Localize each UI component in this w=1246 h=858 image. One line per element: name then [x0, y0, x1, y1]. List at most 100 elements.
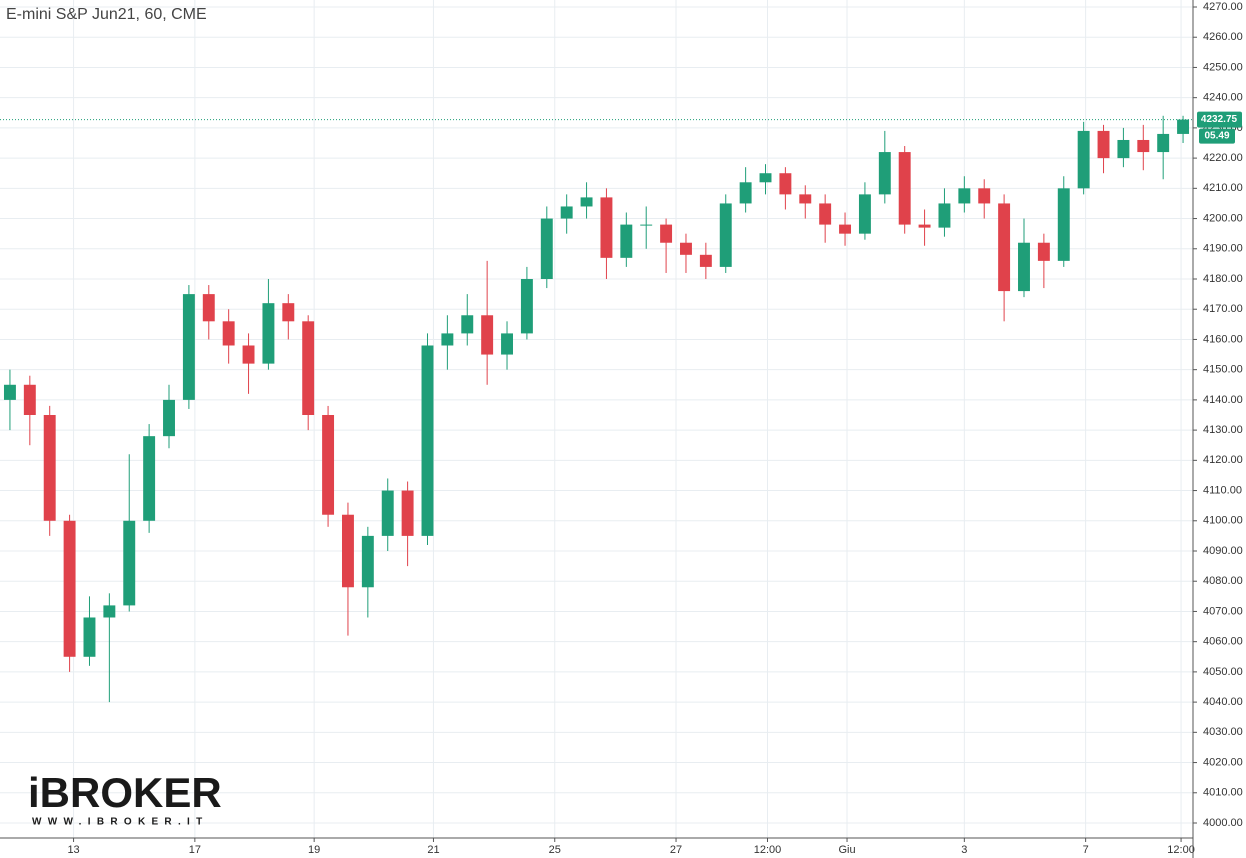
y-tick-label: 4040.00 — [1203, 696, 1243, 708]
candle-body — [202, 294, 215, 322]
candle-body — [222, 321, 235, 346]
candle-body — [83, 617, 96, 657]
candle-body — [43, 415, 56, 521]
candle-body — [123, 520, 136, 606]
candle-body — [1157, 133, 1170, 153]
candle-body — [242, 345, 255, 364]
logo: iBROKER — [28, 769, 222, 816]
y-tick-label: 4060.00 — [1203, 636, 1243, 648]
candle-body — [958, 188, 971, 204]
candle-body — [640, 224, 653, 226]
x-tick-label: 3 — [961, 844, 967, 856]
candle-body — [182, 294, 195, 400]
candle-body — [978, 188, 991, 204]
candle-body — [441, 333, 454, 346]
y-tick-label: 4000.00 — [1203, 817, 1243, 829]
y-tick-label: 4250.00 — [1203, 61, 1243, 73]
x-tick-label: 19 — [308, 844, 320, 856]
y-tick-label: 4120.00 — [1203, 454, 1243, 466]
chart-title: E-mini S&P Jun21, 60, CME — [6, 6, 207, 23]
countdown-label: 05.49 — [1204, 131, 1229, 142]
x-tick-label: 13 — [67, 844, 79, 856]
x-tick-label: 27 — [670, 844, 682, 856]
candle-body — [1177, 119, 1190, 134]
candle-body — [699, 254, 712, 267]
candle-body — [1057, 188, 1070, 261]
candle-body — [759, 173, 772, 183]
y-tick-label: 4170.00 — [1203, 303, 1243, 315]
candle-body — [23, 384, 36, 415]
candle-body — [3, 384, 16, 400]
y-tick-label: 4080.00 — [1203, 575, 1243, 587]
y-tick-label: 4090.00 — [1203, 545, 1243, 557]
candle-body — [1097, 130, 1110, 159]
y-tick-label: 4210.00 — [1203, 182, 1243, 194]
price-label: 4232.75 — [1201, 114, 1238, 125]
y-tick-label: 4110.00 — [1203, 484, 1242, 496]
candle-body — [103, 605, 116, 618]
candle-body — [501, 333, 513, 355]
price-box — [1197, 111, 1242, 128]
candle-body — [1137, 139, 1150, 153]
y-tick-label: 4100.00 — [1203, 515, 1243, 527]
y-tick-label: 4180.00 — [1203, 273, 1243, 285]
candle-body — [580, 197, 593, 207]
logo-url: WWW.IBROKER.IT — [32, 817, 209, 828]
candle-body — [143, 436, 156, 521]
candle-body — [381, 490, 394, 536]
x-tick-label: 12:00 — [754, 844, 782, 856]
y-tick-label: 4070.00 — [1203, 605, 1243, 617]
candle-body — [282, 303, 295, 322]
y-tick-label: 4130.00 — [1203, 424, 1243, 436]
candle-body — [63, 520, 76, 657]
y-tick-label: 4190.00 — [1203, 243, 1243, 255]
candle-body — [1117, 139, 1130, 159]
y-tick-label: 4150.00 — [1203, 364, 1243, 376]
candle-body — [918, 224, 931, 228]
candle-body — [401, 490, 414, 536]
x-tick-label: 17 — [189, 844, 201, 856]
candle-body — [560, 206, 573, 219]
candle-body — [302, 321, 315, 415]
candle-body — [739, 182, 752, 204]
countdown-box — [1199, 128, 1235, 144]
candle-body — [540, 218, 553, 279]
x-tick-label: 21 — [427, 844, 439, 856]
candle-body — [163, 399, 175, 437]
candle-body — [839, 224, 852, 234]
candle-body — [719, 203, 732, 267]
x-tick-label: 12:00 — [1167, 844, 1195, 856]
y-tick-label: 4010.00 — [1203, 787, 1243, 799]
y-tick-label: 4270.00 — [1203, 1, 1243, 13]
x-tick-label: 7 — [1083, 844, 1089, 856]
candle-body — [1077, 130, 1090, 189]
candle-body — [1018, 242, 1030, 292]
y-tick-label: 4140.00 — [1203, 394, 1243, 406]
candle-body — [421, 345, 434, 536]
y-tick-label: 4220.00 — [1203, 152, 1243, 164]
candle-body — [620, 224, 633, 258]
candle-body — [262, 303, 275, 364]
y-tick-label: 4050.00 — [1203, 666, 1243, 678]
y-tick-label: 4200.00 — [1203, 212, 1243, 224]
y-tick-label: 4260.00 — [1203, 31, 1243, 43]
candle-body — [680, 242, 692, 255]
candle-body — [858, 194, 871, 234]
candle-body — [600, 197, 613, 258]
candle-body — [799, 194, 812, 204]
candle-body — [779, 173, 792, 195]
candle-body — [520, 279, 533, 334]
candle-body — [461, 315, 474, 334]
x-tick-label: Giu — [838, 844, 855, 856]
candle-body — [998, 203, 1011, 292]
candle-body — [1037, 242, 1050, 261]
candle-body — [322, 415, 335, 515]
y-tick-label: 4020.00 — [1203, 756, 1243, 768]
candle-body — [361, 535, 374, 588]
candle-body — [878, 152, 891, 195]
y-tick-label: 4240.00 — [1203, 92, 1243, 104]
candle-body — [938, 203, 951, 228]
candle-body — [341, 514, 354, 588]
candle-body — [898, 152, 911, 225]
